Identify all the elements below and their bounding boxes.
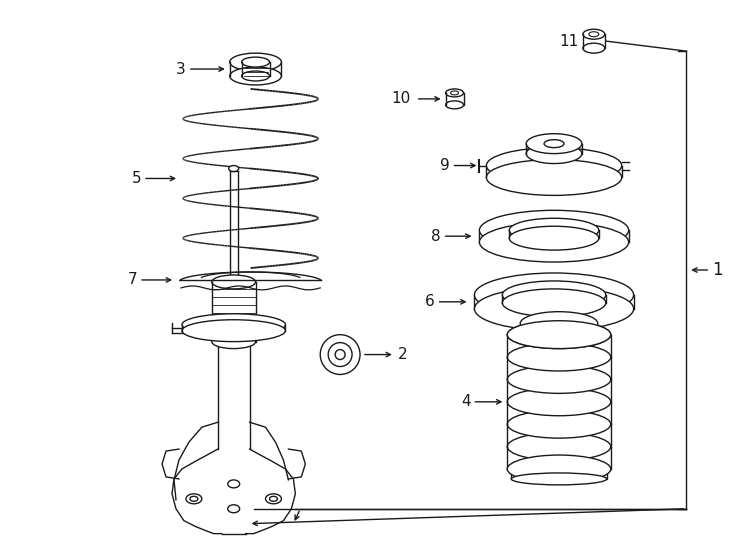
Ellipse shape [502, 289, 606, 317]
Ellipse shape [186, 494, 202, 504]
Ellipse shape [509, 226, 599, 250]
Ellipse shape [212, 275, 255, 289]
Ellipse shape [190, 496, 198, 501]
Ellipse shape [182, 314, 286, 336]
Text: 11: 11 [559, 33, 579, 49]
Text: 8: 8 [431, 228, 440, 244]
Text: 7: 7 [128, 273, 137, 287]
Ellipse shape [241, 71, 269, 81]
Text: 10: 10 [391, 91, 411, 106]
Ellipse shape [507, 388, 611, 416]
Ellipse shape [507, 433, 611, 461]
Ellipse shape [266, 494, 281, 504]
Ellipse shape [269, 496, 277, 501]
Ellipse shape [212, 335, 255, 349]
Ellipse shape [507, 321, 611, 349]
Text: 1: 1 [712, 261, 723, 279]
Ellipse shape [230, 53, 281, 71]
Text: 4: 4 [461, 394, 470, 409]
Ellipse shape [479, 222, 628, 262]
Ellipse shape [526, 144, 582, 164]
Ellipse shape [507, 410, 611, 438]
Ellipse shape [509, 218, 599, 242]
Ellipse shape [474, 273, 633, 317]
Ellipse shape [487, 160, 622, 195]
Ellipse shape [544, 140, 564, 147]
Ellipse shape [479, 210, 628, 250]
Text: 3: 3 [176, 62, 186, 77]
Ellipse shape [507, 321, 611, 349]
Ellipse shape [507, 366, 611, 393]
Ellipse shape [328, 342, 352, 367]
Ellipse shape [320, 335, 360, 374]
Ellipse shape [182, 320, 286, 342]
Ellipse shape [228, 480, 240, 488]
Ellipse shape [229, 166, 239, 172]
Ellipse shape [241, 57, 269, 67]
Ellipse shape [474, 287, 633, 330]
Ellipse shape [487, 147, 622, 184]
Text: 9: 9 [440, 158, 449, 173]
Text: 5: 5 [131, 171, 141, 186]
Ellipse shape [520, 312, 597, 335]
Ellipse shape [502, 281, 606, 309]
Ellipse shape [335, 349, 345, 360]
Ellipse shape [512, 473, 607, 485]
Text: 6: 6 [425, 294, 435, 309]
Ellipse shape [228, 505, 240, 513]
Ellipse shape [507, 343, 611, 371]
Ellipse shape [526, 134, 582, 153]
Ellipse shape [507, 455, 611, 483]
Text: 2: 2 [398, 347, 407, 362]
Ellipse shape [230, 67, 281, 85]
Bar [512, 469, 607, 479]
